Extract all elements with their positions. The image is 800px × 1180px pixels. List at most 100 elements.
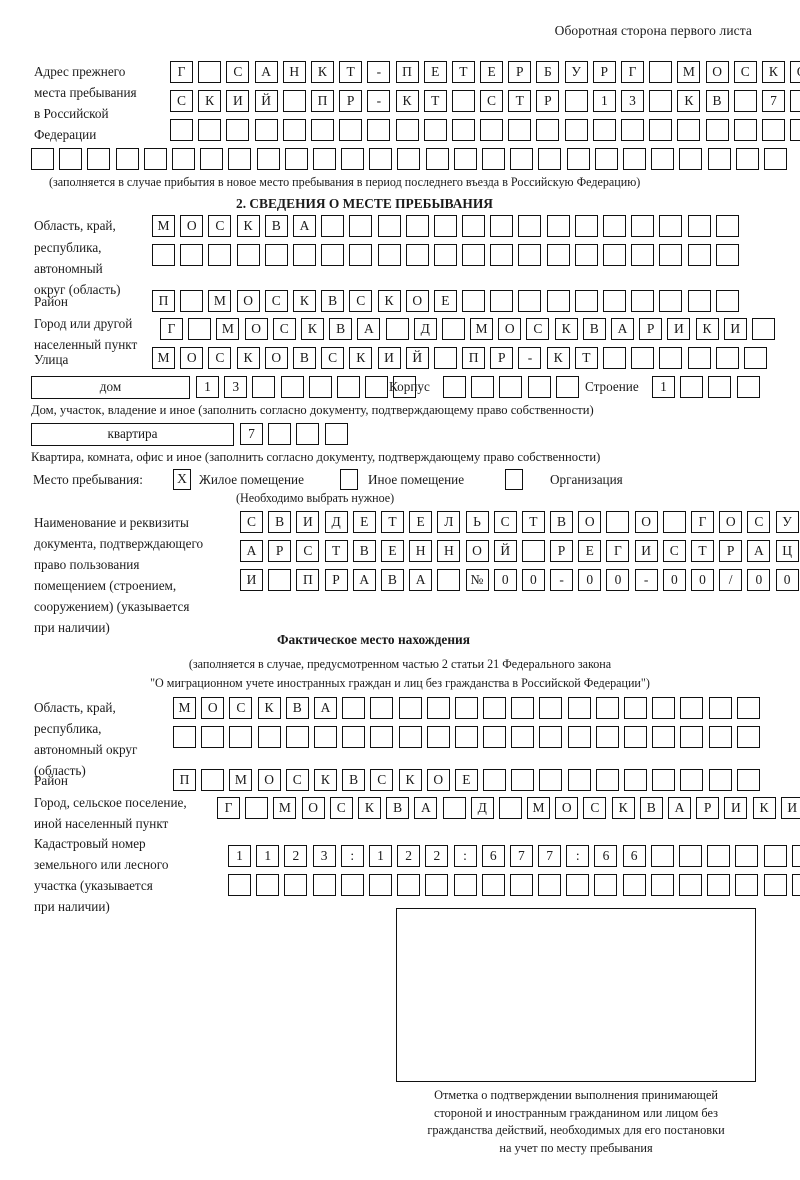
char-cell[interactable] — [143, 148, 167, 170]
char-cell[interactable] — [539, 769, 563, 791]
char-cell[interactable] — [679, 845, 702, 867]
char-cell[interactable]: О — [257, 769, 281, 791]
char-cell[interactable]: К — [695, 318, 719, 340]
char-cell[interactable] — [198, 61, 222, 83]
char-cell[interactable] — [680, 769, 704, 791]
char-cell[interactable]: Е — [433, 290, 457, 312]
char-cell[interactable] — [462, 290, 486, 312]
char-cell[interactable]: Е — [480, 61, 504, 83]
char-cell[interactable]: Д — [413, 318, 437, 340]
char-cell[interactable]: 0 — [747, 569, 771, 591]
char-cell[interactable]: С — [208, 347, 232, 369]
char-cell[interactable] — [708, 697, 732, 719]
char-cell[interactable] — [539, 697, 563, 719]
char-cell[interactable] — [679, 148, 703, 170]
char-cell[interactable] — [423, 119, 447, 141]
char-cell[interactable]: Р — [592, 61, 616, 83]
char-cell[interactable]: Г — [691, 511, 714, 533]
char-cell[interactable]: О — [236, 290, 260, 312]
char-cell[interactable]: - — [367, 90, 391, 112]
char-cell[interactable]: Р — [324, 569, 348, 591]
char-cell[interactable] — [377, 244, 401, 266]
char-cell[interactable] — [735, 874, 759, 896]
char-cell[interactable] — [310, 119, 334, 141]
char-cell[interactable]: 3 — [312, 845, 336, 867]
char-cell[interactable]: И — [667, 318, 691, 340]
char-cell[interactable] — [574, 290, 598, 312]
char-cell[interactable] — [313, 726, 337, 748]
char-cell[interactable] — [296, 423, 320, 445]
char-cell[interactable]: Й — [493, 540, 517, 562]
char-cell[interactable]: Е — [380, 540, 404, 562]
char-cell[interactable]: О — [244, 318, 268, 340]
char-cell[interactable] — [650, 874, 674, 896]
char-cell[interactable]: Н — [437, 540, 461, 562]
document-row-1[interactable]: СВИДЕТЕЛЬСТВООГОСУД — [240, 511, 800, 533]
char-cell[interactable] — [393, 376, 417, 398]
char-cell[interactable]: Е — [454, 769, 478, 791]
char-cell[interactable]: Р — [339, 90, 363, 112]
char-cell[interactable]: 7 — [761, 90, 785, 112]
char-cell[interactable] — [649, 90, 673, 112]
cadastral-row-2[interactable] — [228, 874, 800, 896]
char-cell[interactable] — [735, 148, 759, 170]
char-cell[interactable] — [425, 148, 449, 170]
char-cell[interactable] — [546, 290, 570, 312]
char-cell[interactable]: Б — [536, 61, 560, 83]
char-cell[interactable]: Т — [451, 61, 475, 83]
char-cell[interactable]: И — [780, 797, 800, 819]
korpus-row[interactable] — [443, 376, 584, 398]
char-cell[interactable] — [397, 874, 421, 896]
char-cell[interactable] — [518, 290, 542, 312]
char-cell[interactable] — [321, 244, 345, 266]
char-cell[interactable] — [652, 697, 676, 719]
char-cell[interactable]: 2 — [284, 845, 308, 867]
char-cell[interactable] — [490, 290, 514, 312]
char-cell[interactable] — [566, 148, 590, 170]
char-cell[interactable]: С — [285, 769, 309, 791]
char-cell[interactable] — [631, 290, 655, 312]
char-cell[interactable] — [631, 347, 655, 369]
char-cell[interactable]: 1 — [652, 376, 675, 398]
char-cell[interactable] — [650, 845, 674, 867]
char-cell[interactable]: Р — [268, 540, 292, 562]
char-cell[interactable] — [426, 726, 450, 748]
char-cell[interactable] — [180, 290, 204, 312]
char-cell[interactable]: Д — [470, 797, 494, 819]
char-cell[interactable]: М — [677, 61, 701, 83]
char-cell[interactable] — [539, 726, 563, 748]
char-cell[interactable]: М — [229, 769, 253, 791]
char-cell[interactable] — [715, 215, 739, 237]
char-cell[interactable]: С — [662, 540, 686, 562]
char-cell[interactable] — [538, 874, 562, 896]
char-cell[interactable] — [735, 845, 759, 867]
char-cell[interactable]: С — [229, 697, 253, 719]
char-cell[interactable] — [324, 423, 348, 445]
char-cell[interactable] — [733, 90, 757, 112]
char-cell[interactable] — [426, 697, 450, 719]
char-cell[interactable] — [518, 244, 542, 266]
char-cell[interactable]: 1 — [368, 845, 392, 867]
char-cell[interactable] — [595, 769, 619, 791]
char-cell[interactable] — [651, 148, 675, 170]
char-cell[interactable]: : — [566, 845, 590, 867]
char-cell[interactable] — [425, 874, 449, 896]
char-cell[interactable]: К — [349, 347, 373, 369]
region-row-2[interactable] — [152, 244, 744, 266]
char-cell[interactable] — [736, 726, 760, 748]
char-cell[interactable] — [87, 148, 111, 170]
char-cell[interactable] — [312, 874, 336, 896]
char-cell[interactable] — [433, 215, 457, 237]
char-cell[interactable] — [370, 697, 394, 719]
char-cell[interactable] — [595, 726, 619, 748]
char-cell[interactable] — [511, 726, 535, 748]
char-cell[interactable]: Р — [719, 540, 743, 562]
char-cell[interactable] — [454, 697, 478, 719]
char-cell[interactable] — [285, 726, 309, 748]
char-cell[interactable] — [791, 874, 800, 896]
char-cell[interactable]: О — [719, 511, 743, 533]
